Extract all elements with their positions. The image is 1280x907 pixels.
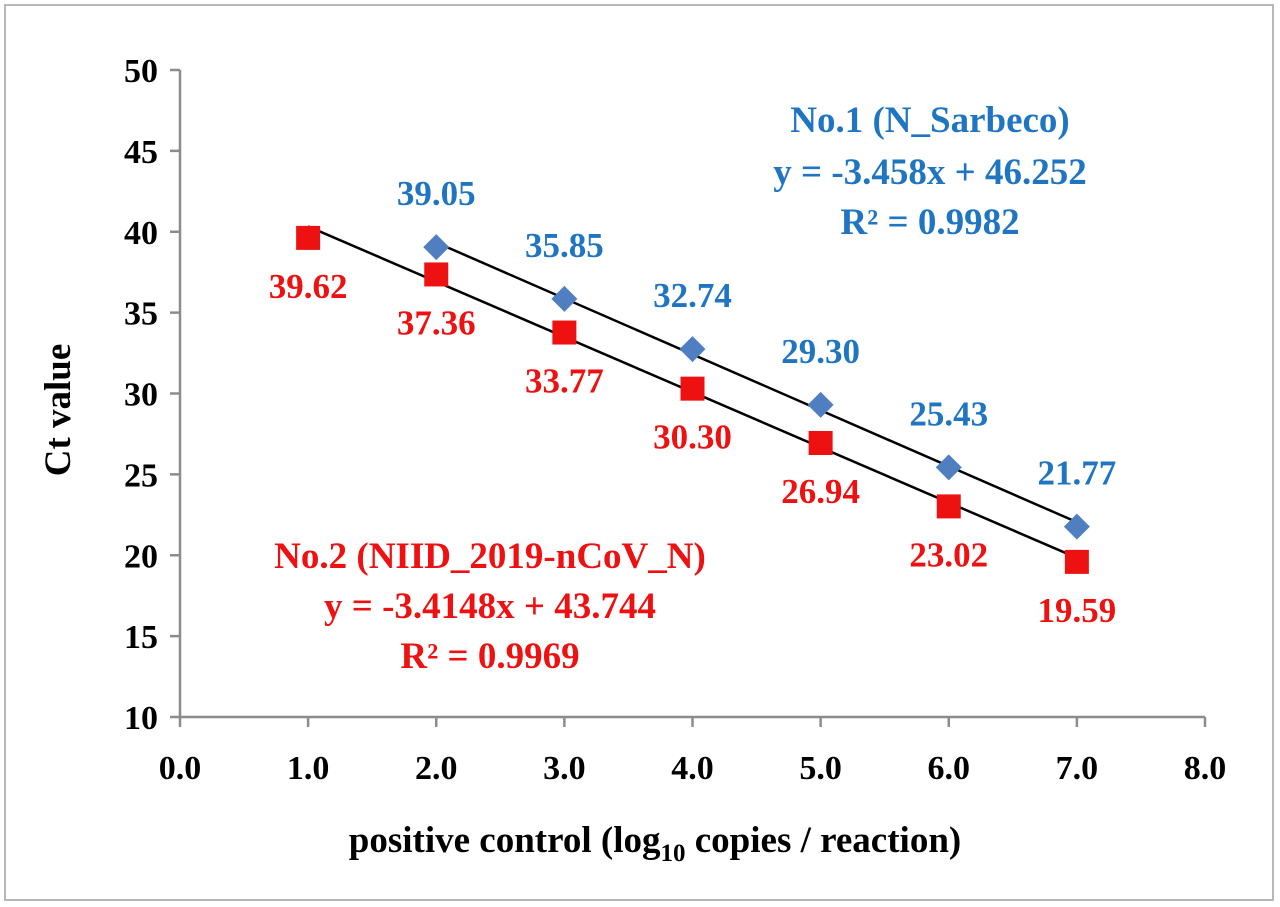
trendline-series-1 — [435, 241, 1078, 524]
data-label: 23.02 — [909, 535, 988, 574]
y-tick-label: 45 — [124, 134, 158, 171]
y-tick-label: 20 — [124, 538, 158, 575]
square-marker — [936, 494, 961, 519]
y-tick-label: 50 — [124, 53, 158, 90]
x-tick-label: 4.0 — [671, 750, 714, 787]
x-axis-title-main: positive control (log — [349, 820, 661, 861]
y-tick-label: 10 — [124, 700, 158, 737]
diamond-marker — [679, 336, 706, 363]
series1-r2: R² = 0.9982 — [840, 202, 1019, 243]
markers — [296, 225, 1090, 574]
x-tick-label: 6.0 — [928, 750, 971, 787]
data-label: 30.30 — [653, 418, 732, 457]
x-tick-label: 1.0 — [287, 750, 330, 787]
axes: 10 15 20 25 30 35 40 45 50 0.0 1.0 2.0 3.0 4.0 5.0 6.0 7… — [124, 53, 1226, 787]
series2-name: No.2 (NIID_2019-nCoV_N) — [274, 536, 706, 577]
data-label: 25.43 — [909, 394, 988, 433]
square-marker — [680, 376, 705, 401]
data-label: 35.85 — [525, 226, 604, 265]
data-label: 39.62 — [269, 267, 348, 306]
square-marker — [424, 262, 449, 287]
series2-r2: R² = 0.9969 — [400, 636, 579, 677]
x-tick-label: 2.0 — [415, 750, 458, 787]
data-label: 26.94 — [781, 472, 860, 511]
data-label: 29.30 — [781, 332, 860, 371]
x-tick-label: 5.0 — [799, 750, 842, 787]
x-axis-title-rest: copies / reaction) — [686, 820, 962, 861]
x-tick-label: 3.0 — [543, 750, 586, 787]
y-tick-label: 30 — [124, 377, 158, 414]
diamond-marker — [551, 285, 578, 312]
data-label: 21.77 — [1038, 454, 1117, 493]
square-marker — [808, 430, 833, 455]
diamond-marker — [423, 234, 450, 261]
data-label: 19.59 — [1038, 591, 1117, 630]
point-labels: 39.05 35.85 32.74 29.30 25.43 21.77 39.62 37.36… — [269, 174, 1117, 630]
square-marker — [1064, 549, 1089, 574]
diamond-marker — [935, 454, 962, 481]
data-label: 39.05 — [397, 174, 476, 213]
series1-name: No.1 (N_Sarbeco) — [790, 100, 1070, 141]
y-tick-label: 40 — [124, 215, 158, 252]
data-label: 37.36 — [397, 303, 476, 342]
x-tick-label: 7.0 — [1056, 750, 1099, 787]
chart-frame — [4, 4, 1274, 901]
data-label: 33.77 — [525, 362, 604, 401]
series1-equation: y = -3.458x + 46.252 — [773, 152, 1087, 193]
data-label: 32.74 — [653, 276, 732, 315]
x-axis-title-subscript: 10 — [661, 840, 686, 867]
diamond-marker — [1063, 513, 1090, 540]
x-tick-label: 0.0 — [159, 750, 202, 787]
diamond-marker — [807, 391, 834, 418]
square-marker — [552, 320, 577, 345]
series2-equation: y = -3.4148x + 43.744 — [324, 586, 656, 627]
y-tick-label: 25 — [124, 457, 158, 494]
x-tick-label: 8.0 — [1184, 750, 1227, 787]
y-tick-label: 15 — [124, 619, 158, 656]
y-axis-title: Ct value — [38, 344, 79, 477]
y-tick-label: 35 — [124, 296, 158, 333]
x-axis-title: positive control (log10 copies / reactio… — [349, 820, 961, 867]
square-marker — [296, 225, 321, 250]
